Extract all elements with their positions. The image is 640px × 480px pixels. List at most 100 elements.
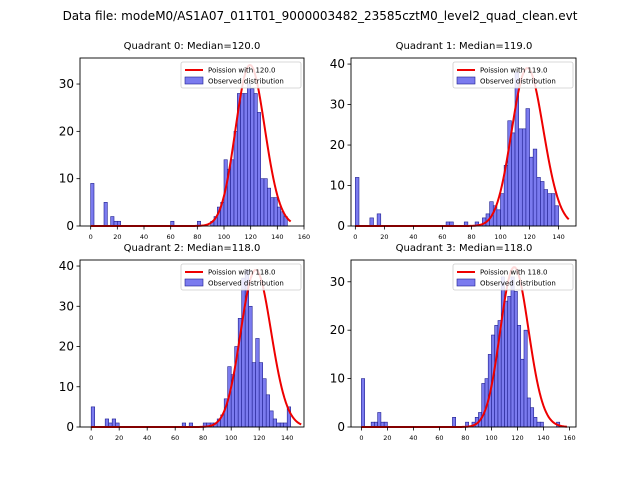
x-tick-label: 40 [409,434,417,442]
y-tick-label: 30 [59,77,74,91]
histogram-bar-1 [103,202,108,227]
x-tick-label: 100 [494,233,506,241]
histogram-bar-21 [251,362,256,428]
histogram-bar-19 [250,88,255,227]
histogram-bar-16 [240,93,245,227]
x-tick-label: 120 [253,434,265,442]
x-tick-label: 120 [523,233,535,241]
histogram-bar-24 [262,378,267,428]
quadrant-2-axes: 0 20 40 60 80 100 120 140 0 10 20 30 40 [59,259,305,442]
legend-poisson-label: Poission with 118.0 [208,269,276,277]
histogram-bar-0 [355,177,360,227]
histogram-bar-26 [530,407,535,428]
quadrant-0-legend: Poission with 120.0 Observed distributio… [180,61,302,89]
x-tick-label: 0 [89,434,93,442]
plot-frame [79,259,305,428]
histogram-bar-14 [233,131,238,227]
histogram-bar-1 [104,418,109,428]
y-tick-label: 20 [59,124,74,138]
y-tick-label: 10 [59,172,74,186]
y-tick-label: 30 [59,299,74,313]
quadrant-3-poisson-layer [361,266,567,428]
y-tick-label: 20 [330,323,345,337]
y-tick-label: 10 [330,179,345,193]
legend-poisson-label: Poission with 119.0 [480,67,548,75]
poisson-curve [361,266,567,428]
histogram-bar-19 [507,295,512,428]
histogram-bar-25 [526,397,531,428]
histogram-bar-26 [551,193,556,227]
figure-title: Data file: modeM0/AS1A07_011T01_90000034… [63,9,578,23]
x-tick-label: 120 [511,434,523,442]
quadrant-1-legend: Poission with 119.0 Observed distributio… [452,61,574,89]
x-tick-label: 140 [552,233,564,241]
histogram-bar-0 [361,378,365,428]
histogram-bar-17 [243,93,248,227]
x-tick-label: 140 [281,434,293,442]
quadrant-1-axes: 0 20 40 60 80 100 120 140 0 10 20 30 40 [330,57,577,241]
histogram-bar-2 [110,216,115,227]
histogram-bar-22 [255,338,260,428]
x-tick-label: 40 [140,233,148,241]
histogram-bar-24 [523,329,528,428]
y-tick-label: 10 [330,372,345,386]
histogram-bar-25 [265,394,271,428]
x-tick-label: 60 [438,233,446,241]
x-tick-label: 60 [167,233,175,241]
histogram-bar-20 [529,156,534,227]
legend-observed-swatch [184,278,204,287]
x-tick-label: 140 [537,434,549,442]
histogram-bar-27 [554,205,559,227]
quadrant-1-title: Quadrant 1: Median=119.0 [396,41,533,52]
x-tick-label: 40 [409,233,417,241]
x-tick-label: 80 [199,434,207,442]
histogram-bar-22 [517,325,522,428]
plot-frame [350,259,577,428]
histogram-bar-23 [540,181,545,227]
histogram-bar-22 [260,178,265,227]
x-tick-label: 80 [193,233,201,241]
x-tick-label: 120 [244,233,256,241]
quadrant-3-title: Quadrant 3: Median=118.0 [396,243,533,254]
quadrant-2-title: Quadrant 2: Median=118.0 [124,243,261,254]
y-tick-label: 0 [337,219,345,233]
histogram-bar-1 [369,217,374,227]
y-tick-label: 10 [59,380,74,394]
histogram-bar-25 [270,197,275,227]
plot-frame [350,57,577,227]
histogram-bar-13 [230,159,235,227]
histogram-bar-17 [518,128,523,227]
histogram-bar-28 [276,422,281,428]
legend-observed-label: Observed distribution [208,78,284,86]
legend-observed-label: Observed distribution [208,280,284,288]
histogram-bar-0 [90,406,95,428]
x-tick-label: 80 [467,233,475,241]
histogram-bar-20 [510,276,515,428]
histogram-bar-11 [496,209,501,227]
x-tick-label: 160 [298,233,310,241]
y-tick-label: 0 [66,219,74,233]
quadrant-0-bars [90,83,288,227]
y-tick-label: 20 [59,340,74,354]
histogram-bar-22 [536,177,541,227]
legend-observed-swatch [456,278,476,287]
histogram-bar-24 [543,189,548,227]
histogram-bar-18 [504,300,509,428]
x-tick-label: 20 [380,233,388,241]
histogram-bar-29 [279,422,285,428]
quadrant-1-bars [355,71,559,227]
histogram-bar-3 [377,412,382,428]
quadrant-0-axes: 0 20 40 60 80 100 120 140 160 0 10 20 30 [59,57,310,241]
legend-observed-label: Observed distribution [480,78,556,86]
histogram-bar-21 [532,148,538,227]
x-tick-label: 140 [271,233,283,241]
histogram-bar-21 [257,112,261,227]
legend-observed-label: Observed distribution [480,280,556,288]
x-tick-label: 60 [435,434,443,442]
quadrant-3-legend: Poission with 118.0 Observed distributio… [452,263,574,291]
quadrant-1-panel: Quadrant 1: Median=119.0 0 20 40 60 80 100 120… [330,41,577,241]
histogram-bar-26 [269,410,274,428]
histogram-bar-20 [253,93,258,227]
histogram-bar-18 [241,277,246,428]
